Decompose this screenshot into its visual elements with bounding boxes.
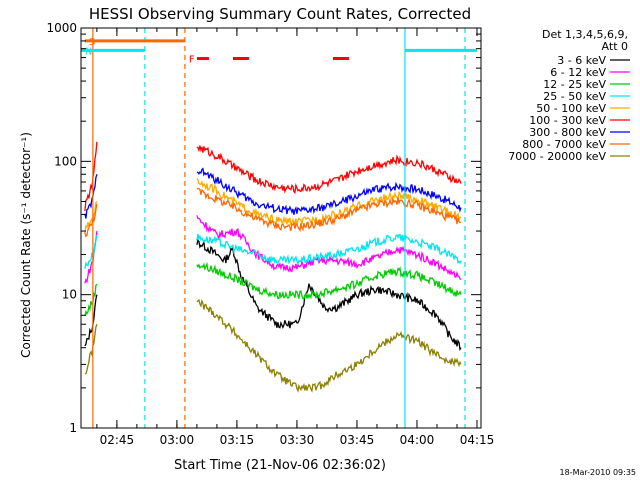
x-tick-label: 02:45 bbox=[100, 433, 135, 447]
x-tick-label: 04:15 bbox=[460, 433, 495, 447]
annotation-label: N bbox=[85, 46, 92, 57]
legend-entry-label: 100 - 300 keV bbox=[529, 114, 606, 127]
x-tick-label: 03:30 bbox=[280, 433, 315, 447]
legend-entry-label: 3 - 6 keV bbox=[557, 54, 606, 67]
chart-title: HESSI Observing Summary Count Rates, Cor… bbox=[89, 5, 471, 23]
legend-entry-label: 6 - 12 keV bbox=[550, 66, 606, 79]
series-line bbox=[196, 239, 462, 352]
series-line bbox=[196, 298, 462, 393]
y-tick-label: 10 bbox=[62, 288, 77, 302]
plot-frame bbox=[80, 27, 482, 429]
x-tick-label: 04:00 bbox=[400, 433, 435, 447]
footer-timestamp: 18-Mar-2010 09:35 bbox=[560, 468, 637, 477]
annotation-label: F bbox=[189, 55, 195, 66]
series-line bbox=[196, 261, 462, 300]
x-tick-label: 03:45 bbox=[340, 433, 375, 447]
series-line bbox=[196, 167, 462, 215]
x-axis-label: Start Time (21-Nov-06 02:36:02) bbox=[174, 458, 386, 473]
legend-entry-label: 50 - 100 keV bbox=[536, 102, 606, 115]
series-line bbox=[84, 324, 98, 375]
series-line bbox=[84, 174, 98, 219]
series-line bbox=[196, 145, 462, 195]
legend-entry-label: 7000 - 20000 keV bbox=[508, 150, 606, 163]
y-tick-label: 100 bbox=[54, 154, 77, 168]
series-line bbox=[196, 187, 462, 233]
legend-entry-label: 300 - 800 keV bbox=[529, 126, 606, 139]
series-line bbox=[84, 201, 98, 234]
y-axis-label: Corrected Count Rate (s⁻¹ detector⁻¹) bbox=[19, 132, 33, 358]
x-tick-label: 03:00 bbox=[160, 433, 195, 447]
legend-entry-label: 25 - 50 keV bbox=[543, 90, 606, 103]
y-tick-label: 1 bbox=[69, 421, 77, 435]
series-line bbox=[84, 203, 98, 238]
y-tick-label: 1000 bbox=[46, 21, 77, 35]
series-line bbox=[84, 141, 98, 212]
series-line bbox=[84, 234, 98, 269]
legend-header: Det 1,3,4,5,6,9, bbox=[542, 28, 628, 41]
series-line bbox=[196, 233, 462, 266]
annotation-label: S bbox=[89, 37, 95, 48]
series-line bbox=[196, 215, 462, 281]
series-line bbox=[84, 283, 98, 316]
legend-entry-label: 12 - 25 keV bbox=[543, 78, 606, 91]
series-line bbox=[84, 294, 98, 347]
x-tick-label: 03:15 bbox=[220, 433, 255, 447]
legend-header: Att 0 bbox=[602, 40, 628, 53]
legend-entry-label: 800 - 7000 keV bbox=[522, 138, 606, 151]
